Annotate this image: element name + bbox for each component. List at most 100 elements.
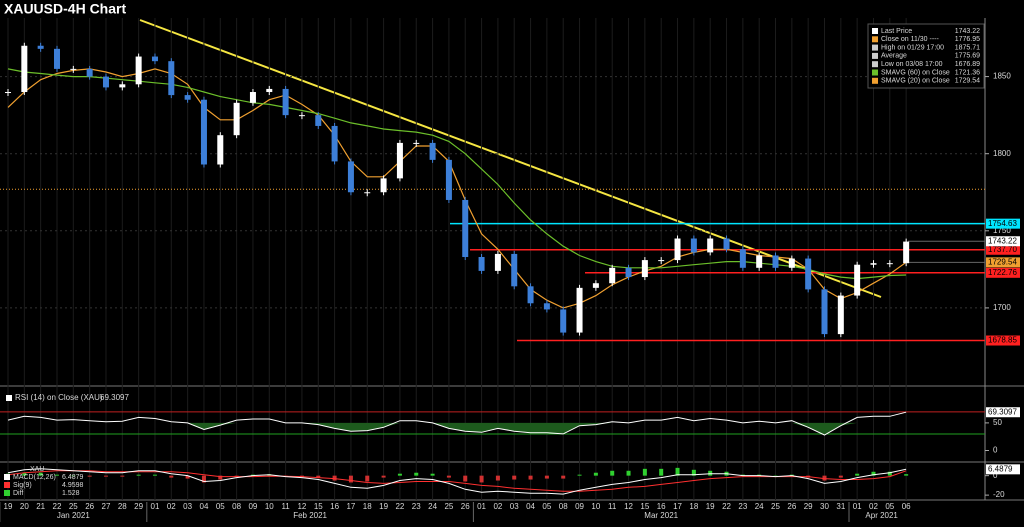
legend-value: 1775.69 <box>955 53 980 60</box>
macd-histogram <box>855 473 860 476</box>
macd-last-bg <box>986 464 1020 475</box>
candle <box>690 238 697 253</box>
legend-swatch <box>872 77 878 84</box>
x-tick-label: 05 <box>885 502 894 511</box>
x-tick-label: 20 <box>20 502 29 511</box>
x-tick-label: 15 <box>314 502 323 511</box>
macd-histogram <box>659 468 664 476</box>
x-tick-label: 16 <box>330 502 339 511</box>
candle <box>527 286 534 304</box>
candle <box>854 264 861 296</box>
rsi-line <box>7 411 907 436</box>
macd-legend-label: MACD(12,26) <box>13 474 56 481</box>
candle <box>707 238 714 253</box>
y-tick-label: 1700 <box>993 303 1011 312</box>
candle <box>641 260 648 278</box>
y-tick-label: 0 <box>993 446 998 455</box>
x-tick-label: 10 <box>265 502 274 511</box>
candle <box>576 287 583 333</box>
x-tick-label: 27 <box>102 502 111 511</box>
legend-box <box>867 23 985 89</box>
macd-legend-value: 1.528 <box>62 490 80 497</box>
x-tick-label: 15 <box>640 502 649 511</box>
x-tick-label: 25 <box>771 502 780 511</box>
x-tick-label: 24 <box>428 502 437 511</box>
x-tick-label: 02 <box>869 502 878 511</box>
legend-label: High on 01/29 17:00 <box>881 44 944 51</box>
candle <box>102 76 109 88</box>
x-tick-label: 26 <box>461 502 470 511</box>
macd-histogram <box>838 475 843 478</box>
candle <box>413 142 420 144</box>
macd-line <box>7 468 907 495</box>
candle <box>217 135 224 165</box>
candle <box>168 61 175 96</box>
x-tick-label: 11 <box>608 502 617 511</box>
x-tick-label: 09 <box>248 502 257 511</box>
candle <box>347 161 354 193</box>
macd-histogram <box>642 468 647 476</box>
macd-histogram <box>463 475 468 482</box>
macd-histogram <box>528 475 533 480</box>
y-tick-label: 50 <box>993 418 1002 427</box>
month-label: Jan 2021 <box>57 511 90 520</box>
candle <box>37 45 44 49</box>
macd-legend-value: 4.9598 <box>62 482 84 489</box>
x-tick-label: 01 <box>853 502 862 511</box>
rsi-last-label: 69.3097 <box>988 407 1017 416</box>
y-tick-label: 1750 <box>993 226 1011 235</box>
x-tick-label: 06 <box>902 502 911 511</box>
macd-histogram <box>22 472 27 476</box>
legend-swatch <box>872 36 878 43</box>
x-tick-label: 08 <box>559 502 568 511</box>
candle <box>723 238 730 250</box>
macd-histogram <box>414 472 419 476</box>
last-label-bg <box>986 236 1020 247</box>
candle <box>331 125 338 162</box>
moving-average <box>7 68 907 309</box>
macd-histogram <box>397 473 402 476</box>
macd-histogram <box>71 475 76 477</box>
macd-legend-swatch <box>4 474 10 480</box>
last-label-bg <box>986 257 1020 268</box>
x-tick-label: 17 <box>673 502 682 511</box>
legend-value: 1743.22 <box>955 28 980 35</box>
macd-legend-label: Diff <box>13 490 23 497</box>
macd-histogram <box>54 474 59 476</box>
macd-histogram <box>136 474 141 476</box>
candle <box>756 255 763 268</box>
macd-histogram <box>512 475 517 480</box>
macd-histogram <box>675 467 680 476</box>
candle <box>821 289 828 335</box>
candle <box>462 199 469 258</box>
legend-label: Average <box>881 53 907 60</box>
x-tick-label: 31 <box>836 502 845 511</box>
candle <box>119 84 126 88</box>
legend-value: 1676.89 <box>955 61 980 68</box>
x-tick-label: 02 <box>167 502 176 511</box>
macd-histogram <box>544 475 549 479</box>
macd-legend-label: Sig(9) <box>13 482 32 489</box>
candle <box>298 115 305 117</box>
candle <box>674 238 681 261</box>
candle <box>511 253 518 287</box>
x-tick-label: 22 <box>395 502 404 511</box>
candle <box>592 283 599 288</box>
macd-histogram <box>218 475 223 480</box>
rsi-fill <box>8 422 907 436</box>
x-tick-label: 12 <box>297 502 306 511</box>
x-tick-label: 12 <box>624 502 633 511</box>
x-tick-label: 19 <box>4 502 13 511</box>
x-tick-label: 11 <box>281 502 290 511</box>
macd-histogram <box>365 475 370 482</box>
x-tick-label: 10 <box>591 502 600 511</box>
x-tick-label: 03 <box>183 502 192 511</box>
candle <box>200 99 207 165</box>
x-tick-label: 05 <box>216 502 225 511</box>
candle <box>249 92 256 103</box>
macd-histogram <box>201 475 206 483</box>
rsi-legend-swatch <box>6 395 12 401</box>
candle <box>903 241 910 264</box>
macd-title: XAU <box>30 466 44 473</box>
last-label: 1743.22 <box>988 236 1017 245</box>
